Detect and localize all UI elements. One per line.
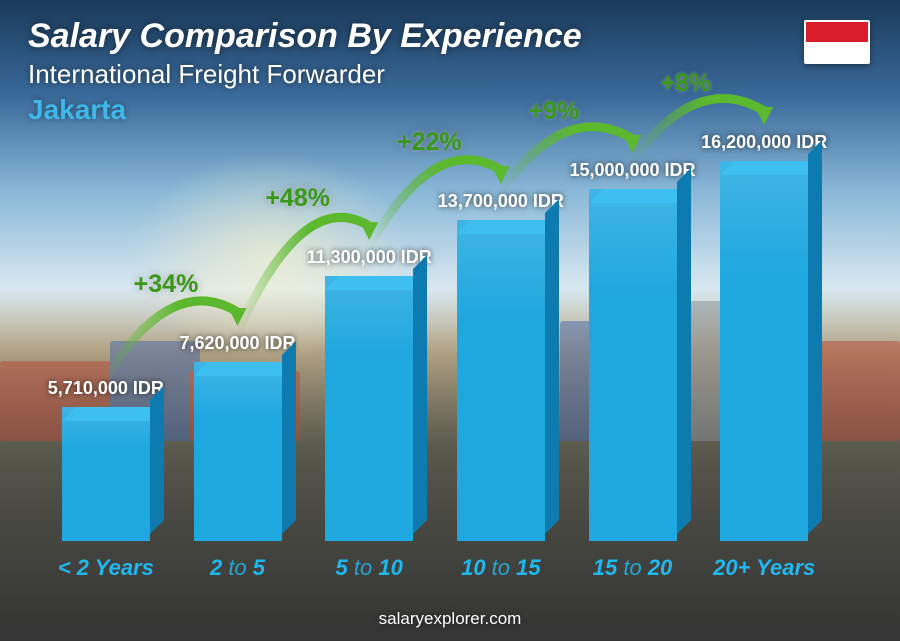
category-label: 20+ Years	[698, 555, 830, 581]
salary-bar-chart: 5,710,000 IDR7,620,000 IDR11,300,000 IDR…	[40, 101, 830, 581]
source-attribution: salaryexplorer.com	[0, 609, 900, 629]
chart-title: Salary Comparison By Experience	[28, 18, 872, 55]
chart-subtitle: International Freight Forwarder	[28, 59, 872, 90]
increase-arc	[40, 101, 830, 541]
increase-label: +48%	[265, 184, 330, 213]
category-label: 15 to 20	[567, 555, 699, 581]
category-label: 10 to 15	[435, 555, 567, 581]
increase-label: +22%	[397, 128, 462, 157]
category-label: 5 to 10	[303, 555, 435, 581]
category-label: < 2 Years	[40, 555, 172, 581]
chart-location: Jakarta	[28, 94, 872, 126]
increase-label: +34%	[134, 270, 199, 299]
category-label: 2 to 5	[172, 555, 304, 581]
